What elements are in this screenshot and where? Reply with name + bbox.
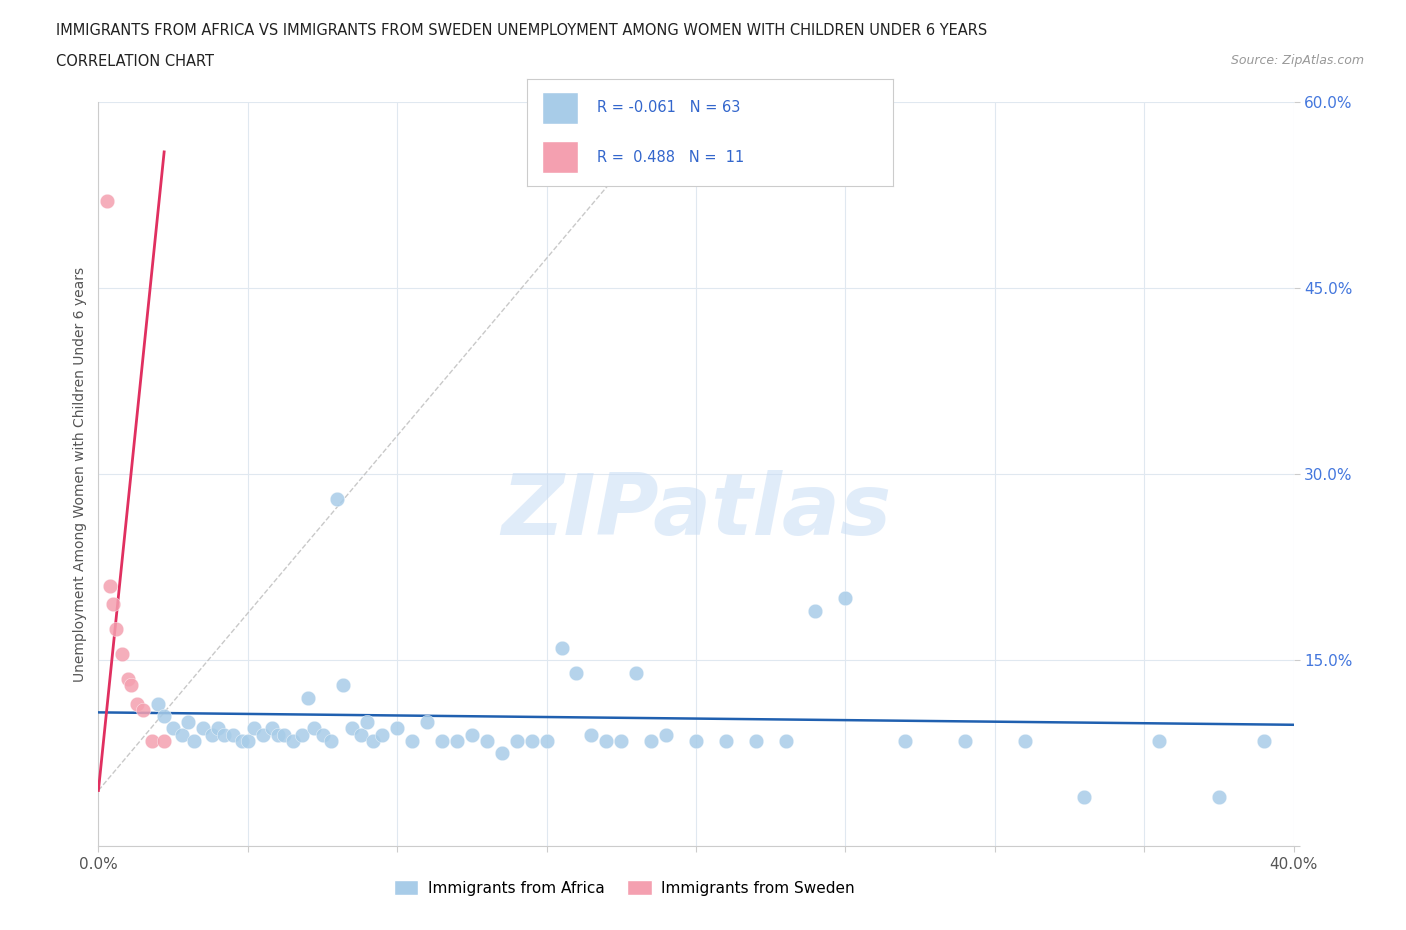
FancyBboxPatch shape xyxy=(541,141,578,173)
Text: IMMIGRANTS FROM AFRICA VS IMMIGRANTS FROM SWEDEN UNEMPLOYMENT AMONG WOMEN WITH C: IMMIGRANTS FROM AFRICA VS IMMIGRANTS FRO… xyxy=(56,23,987,38)
Point xyxy=(98,578,122,593)
Point xyxy=(281,734,304,749)
Text: ZIPatlas: ZIPatlas xyxy=(501,470,891,553)
Point xyxy=(153,709,176,724)
Point xyxy=(260,721,283,736)
Point xyxy=(201,727,224,742)
Point xyxy=(536,734,558,749)
Point xyxy=(350,727,373,742)
Point xyxy=(273,727,295,742)
Point xyxy=(595,734,617,749)
Point xyxy=(371,727,394,742)
Point xyxy=(120,678,142,693)
Point xyxy=(236,734,259,749)
FancyBboxPatch shape xyxy=(541,92,578,124)
Text: Source: ZipAtlas.com: Source: ZipAtlas.com xyxy=(1230,54,1364,67)
Point xyxy=(332,678,354,693)
Point xyxy=(252,727,274,742)
Point xyxy=(1147,734,1170,749)
Point xyxy=(624,665,647,680)
Point xyxy=(714,734,737,749)
Point xyxy=(363,734,385,749)
Point xyxy=(745,734,768,749)
Point xyxy=(506,734,529,749)
Point xyxy=(183,734,205,749)
Point xyxy=(153,734,176,749)
Point xyxy=(834,591,856,605)
Point xyxy=(1014,734,1036,749)
Point xyxy=(111,646,134,661)
Point xyxy=(356,715,378,730)
Text: CORRELATION CHART: CORRELATION CHART xyxy=(56,54,214,69)
Point xyxy=(1208,790,1230,804)
Point xyxy=(290,727,312,742)
Point xyxy=(326,492,349,507)
Point xyxy=(446,734,468,749)
Point xyxy=(162,721,184,736)
Point xyxy=(302,721,325,736)
Point xyxy=(342,721,364,736)
Point xyxy=(640,734,662,749)
Point xyxy=(953,734,976,749)
Y-axis label: Unemployment Among Women with Children Under 6 years: Unemployment Among Women with Children U… xyxy=(73,267,87,682)
Point xyxy=(385,721,409,736)
Point xyxy=(191,721,214,736)
Text: R =  0.488   N =  11: R = 0.488 N = 11 xyxy=(596,150,744,165)
Point xyxy=(103,597,125,612)
Point xyxy=(416,715,439,730)
Point xyxy=(127,697,149,711)
Point xyxy=(430,734,453,749)
Point xyxy=(311,727,333,742)
Point xyxy=(132,702,155,717)
Point xyxy=(1073,790,1095,804)
Point xyxy=(243,721,266,736)
Point xyxy=(141,734,163,749)
Point xyxy=(207,721,229,736)
Point xyxy=(461,727,484,742)
Point xyxy=(804,604,827,618)
Legend: Immigrants from Africa, Immigrants from Sweden: Immigrants from Africa, Immigrants from … xyxy=(388,874,860,902)
Point xyxy=(96,194,118,209)
Point xyxy=(231,734,253,749)
Point xyxy=(148,697,170,711)
Point xyxy=(475,734,498,749)
Point xyxy=(581,727,603,742)
Point xyxy=(565,665,588,680)
Point xyxy=(685,734,707,749)
Point xyxy=(401,734,423,749)
Point xyxy=(222,727,245,742)
Point xyxy=(550,641,572,656)
Point xyxy=(1253,734,1275,749)
Point xyxy=(212,727,235,742)
Point xyxy=(894,734,917,749)
Point xyxy=(117,671,139,686)
Text: R = -0.061   N = 63: R = -0.061 N = 63 xyxy=(596,100,740,115)
Point xyxy=(105,622,128,637)
Point xyxy=(655,727,678,742)
Point xyxy=(321,734,343,749)
Point xyxy=(297,690,319,705)
Point xyxy=(177,715,200,730)
Point xyxy=(267,727,290,742)
Point xyxy=(172,727,194,742)
Point xyxy=(491,746,513,761)
Point xyxy=(775,734,797,749)
Point xyxy=(520,734,543,749)
Point xyxy=(610,734,633,749)
